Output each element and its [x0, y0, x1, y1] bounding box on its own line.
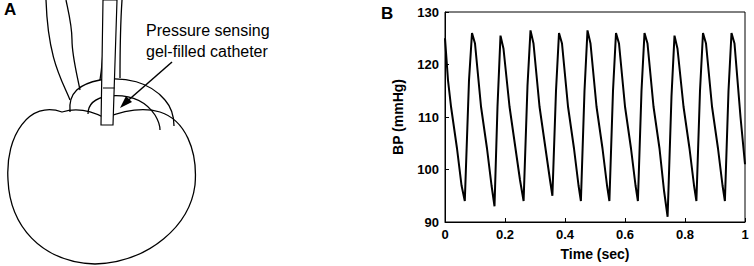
- svg-text:Time (sec): Time (sec): [561, 246, 630, 262]
- svg-text:1: 1: [741, 227, 748, 242]
- svg-text:B: B: [381, 4, 393, 23]
- svg-text:Pressure sensing: Pressure sensing: [146, 22, 270, 39]
- svg-text:100: 100: [417, 162, 439, 177]
- svg-text:110: 110: [418, 110, 439, 125]
- svg-text:0: 0: [441, 227, 448, 242]
- svg-text:90: 90: [425, 215, 439, 230]
- svg-text:0.4: 0.4: [556, 227, 575, 242]
- svg-text:0.8: 0.8: [676, 227, 694, 242]
- svg-text:0.6: 0.6: [616, 227, 634, 242]
- svg-text:A: A: [4, 0, 16, 19]
- svg-text:0.2: 0.2: [496, 227, 514, 242]
- svg-text:120: 120: [417, 57, 439, 72]
- svg-text:130: 130: [417, 5, 439, 20]
- svg-text:BP (mmHg): BP (mmHg): [390, 79, 406, 155]
- svg-text:gel-filled catheter: gel-filled catheter: [146, 43, 269, 60]
